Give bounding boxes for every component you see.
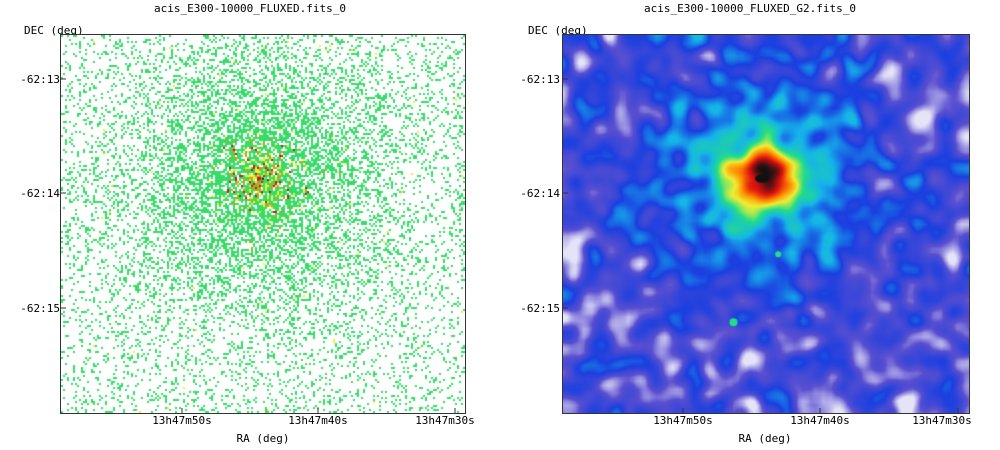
left-ytick-2: -62:14 [20,187,60,200]
left-image-panel: acis_E300-10000_FLUXED.fits_0 DEC (deg) … [20,2,475,445]
left-image-plot[interactable] [60,34,466,414]
right-xtick-2: 13h47m40s [790,414,850,427]
left-title: acis_E300-10000_FLUXED.fits_0 [153,2,347,15]
right-ytick-2: -62:14 [520,187,560,200]
left-heatmap [61,35,465,413]
right-image-plot[interactable] [562,34,970,414]
right-title: acis_E300-10000_FLUXED_G2.fits_0 [644,2,856,15]
left-ytick-1: -62:13 [20,73,60,86]
left-xtick-1: 13h47m50s [152,414,212,427]
left-xtick-3: 13h47m30s [415,414,475,427]
left-x-axis-label: RA (deg) [236,432,290,445]
right-ytick-1: -62:13 [520,73,560,86]
right-ytick-3: -62:15 [520,302,560,315]
right-xtick-3: 13h47m30s [912,414,972,427]
right-xtick-1: 13h47m50s [653,414,713,427]
right-heatmap [563,35,969,413]
left-ytick-3: -62:15 [20,302,60,315]
left-y-axis-label: DEC (deg) [24,24,84,37]
right-image-panel: acis_E300-10000_FLUXED_G2.fits_0 DEC (de… [500,0,1000,450]
left-xtick-2: 13h47m40s [288,414,348,427]
right-x-axis-label: RA (deg) [738,432,792,445]
right-y-axis-label: DEC (deg) [528,24,588,37]
